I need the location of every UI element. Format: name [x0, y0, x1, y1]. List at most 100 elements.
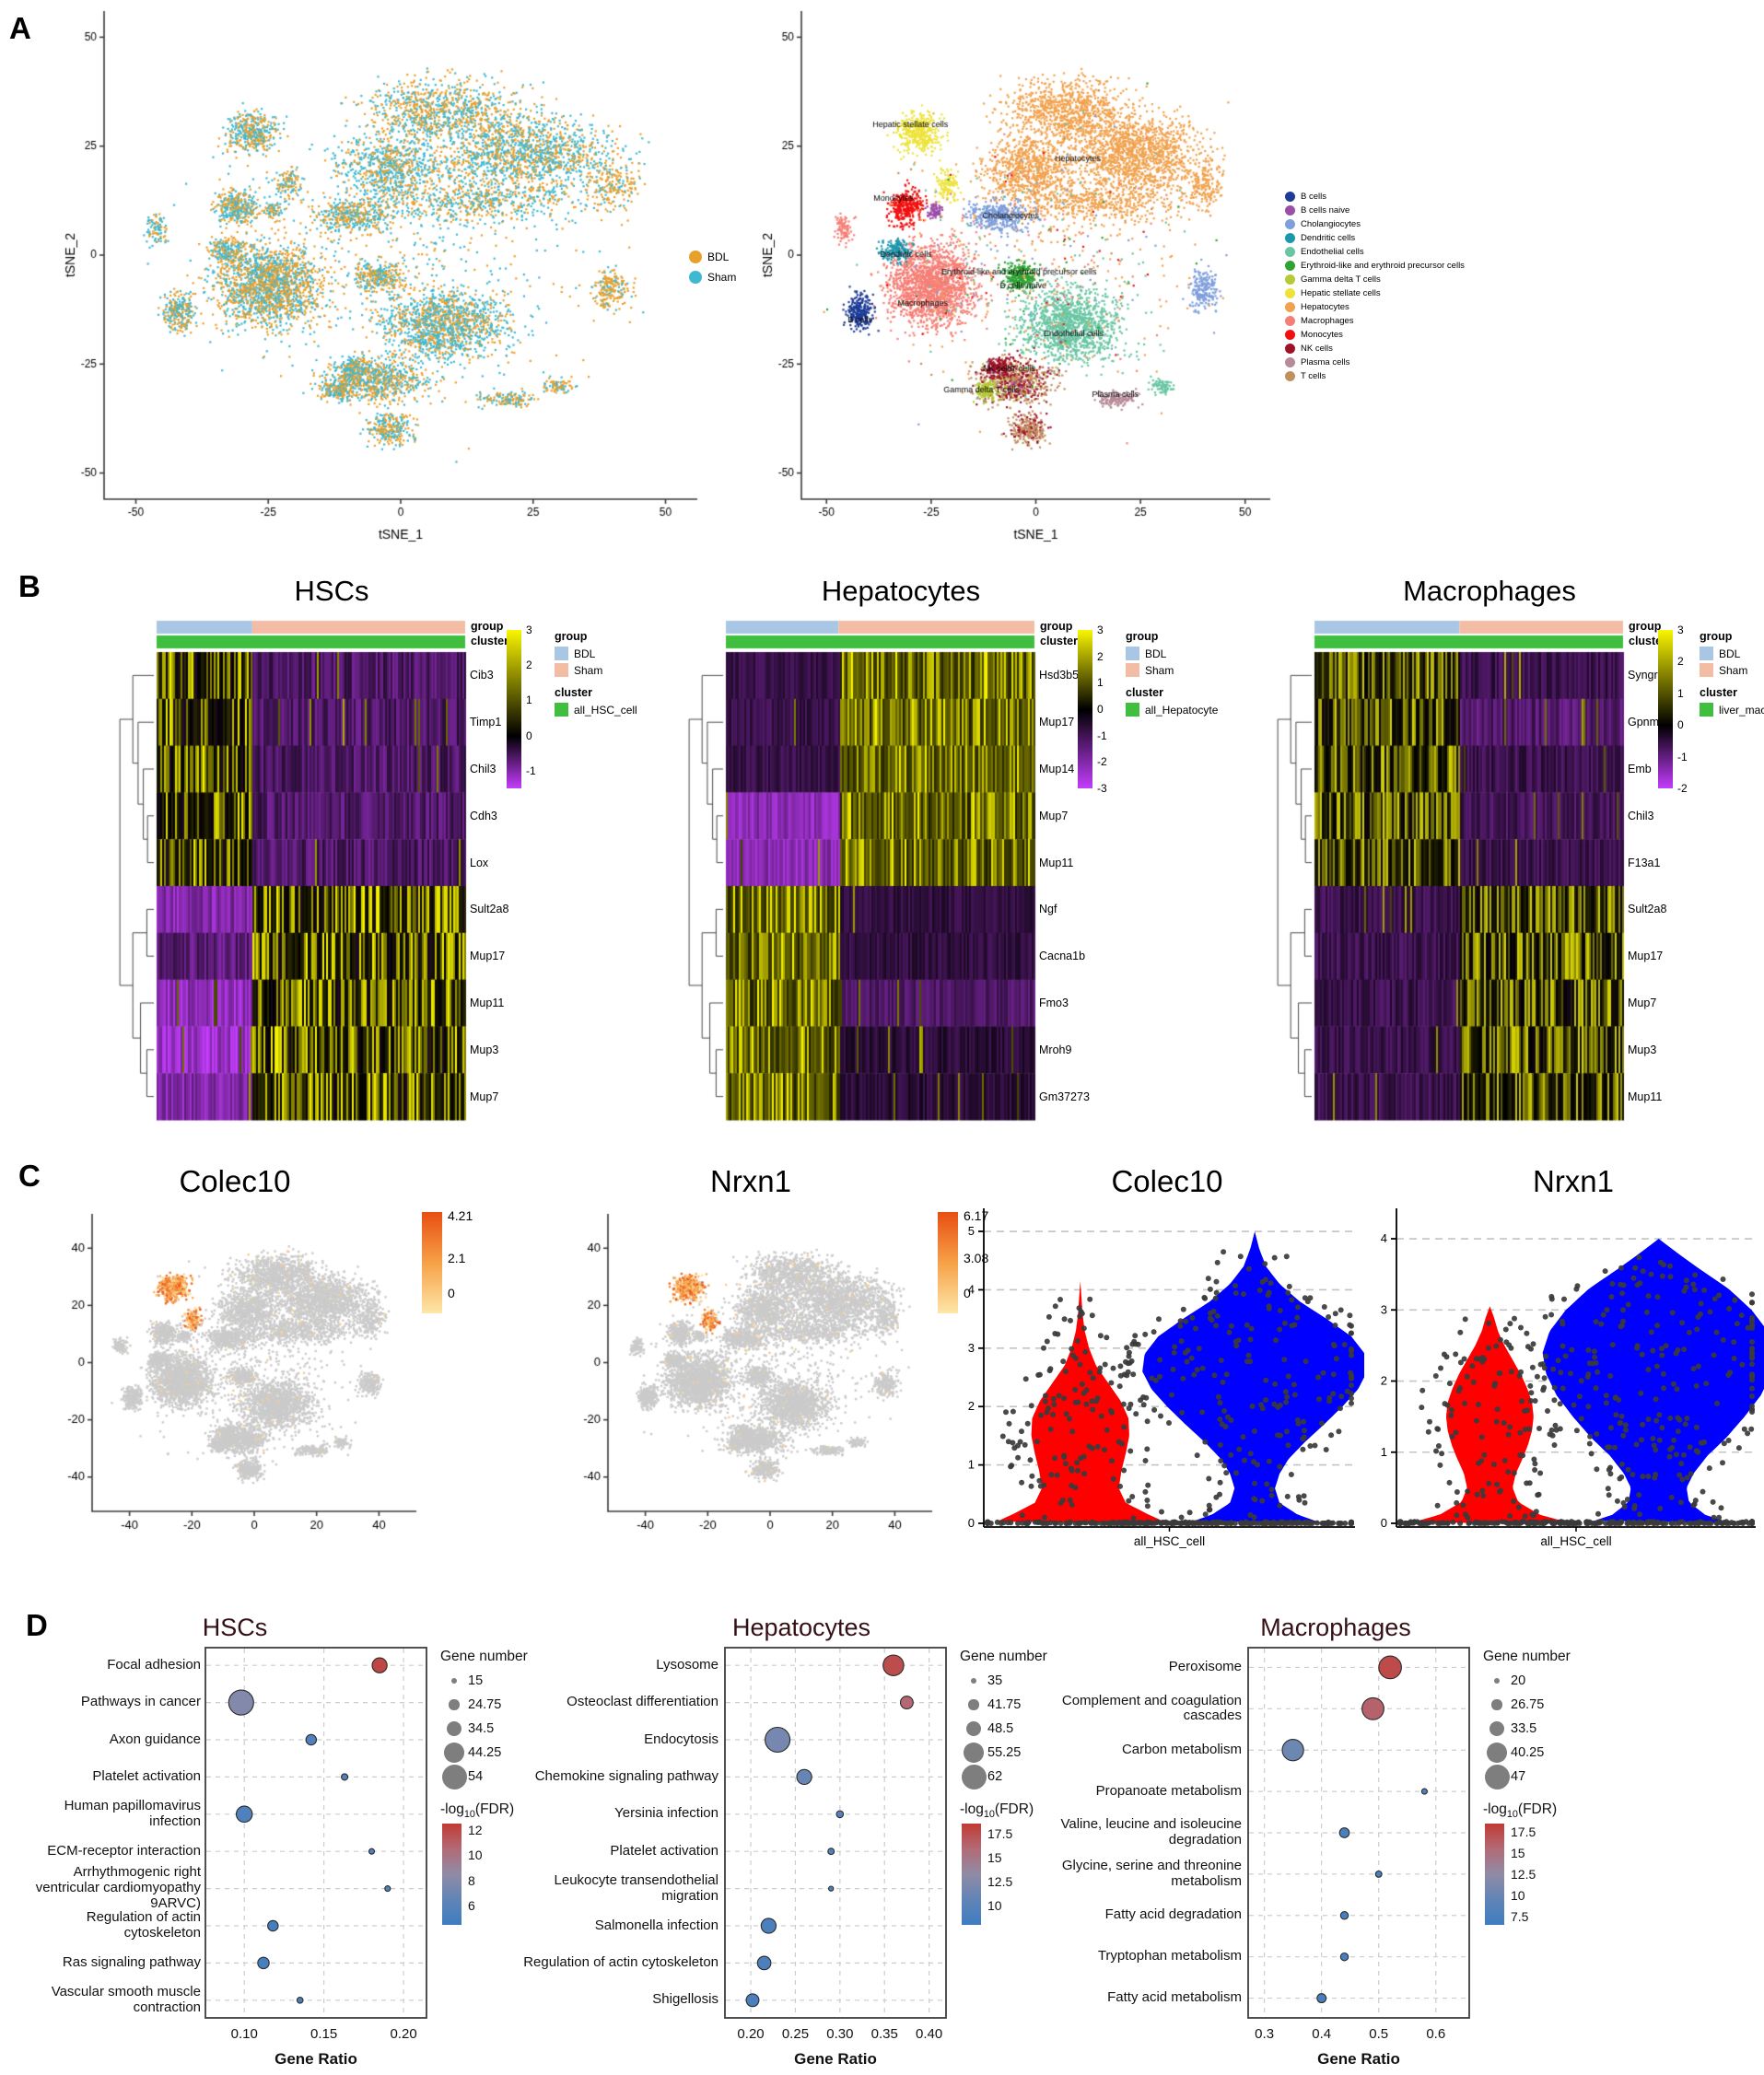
legend-dot-icon — [1484, 1764, 1510, 1789]
panel-c-label: C — [18, 1159, 41, 1193]
tsne-celltype-legend-item: Gamma delta T cells — [1285, 273, 1465, 286]
legend-value: 35 — [987, 1673, 1003, 1688]
fdr-colorbar-tick: 10 — [987, 1898, 1002, 1914]
fdr-colorbar: 12 10 8 6 — [440, 1823, 569, 1929]
legend-label: Erythroid-like and erythroid precursor c… — [1301, 261, 1465, 271]
fdr-colorbar-tick: 17.5 — [987, 1825, 1013, 1841]
feature-colorbar-tick: 0 — [964, 1286, 971, 1300]
legend-dot-icon — [1285, 274, 1295, 285]
dotplot-xtick: 0.5 — [1369, 2026, 1389, 2042]
dotplot-pathway-label: Vascular smooth muscle contraction — [51, 1983, 201, 2015]
dotplot-xtick: 0.3 — [1255, 2026, 1275, 2042]
featureplot-nrxn1-colorbar: 6.17 3.08 0 — [938, 1208, 1011, 1332]
featureplot-nrxn1-canvas — [564, 1203, 941, 1562]
heatmap-colorbar-tick: 3 — [526, 624, 532, 636]
heatmap-legend-item: Sham — [1700, 663, 1764, 677]
dotplot-pathway-label: Complement and coagulation cascades — [1061, 1692, 1242, 1724]
dotplot-point — [1339, 1911, 1349, 1920]
legend-label: Macrophages — [1301, 316, 1354, 326]
dotplot-pathway-label: Human papillomavirus infection — [64, 1797, 201, 1829]
fdr-colorbar-tick: 15 — [987, 1849, 1002, 1865]
featureplot-colec10-title: Colec10 — [179, 1164, 291, 1198]
legend-value: 40.25 — [1511, 1745, 1545, 1760]
dotplot-xtick: 0.25 — [781, 2026, 810, 2042]
dotplot-pathway-label: Chemokine signaling pathway — [534, 1767, 718, 1784]
dotplot-point — [1339, 1952, 1349, 1962]
heatmap-gene-labels: Hsd3b5 Mup17 Mup14 Mup7 Mup11 Ngf Cacna1b Fmo3 M… — [1039, 652, 1090, 1120]
heatmap-gene-label: Sult2a8 — [1628, 903, 1667, 916]
legend-dot-icon — [1285, 316, 1295, 326]
violin-svg: 0 1 2 3 4 all_HSC_cell — [1381, 1208, 1764, 1548]
legend-dot-icon — [1487, 1743, 1507, 1763]
legend-swatch-icon — [1126, 647, 1139, 660]
legend-dot-icon — [444, 1743, 464, 1763]
tsne-celltype-legend-item: Hepatic stellate cells — [1285, 286, 1465, 300]
legend-label: BDL — [707, 251, 730, 263]
dotplot-pathway-labels: Lysosome Osteoclast differentiation Endocy… — [507, 1647, 718, 2019]
legend-value: 47 — [1511, 1769, 1526, 1784]
dotplot-pathway-label: Yersinia infection — [614, 1805, 718, 1822]
heatmap-annotation-label: cluster — [471, 635, 508, 647]
dotplot-svg — [204, 1647, 427, 2019]
feature-colorbar-gradient — [938, 1212, 958, 1313]
dotplot-pathway-label: Lysosome — [656, 1656, 718, 1673]
dotplot-pathway-label: Osteoclast differentiation — [567, 1694, 718, 1710]
legend-swatch-icon — [1700, 703, 1713, 717]
heatmap-colorbar-tick: 1 — [526, 694, 532, 707]
dotplot-pathway-label: ECM-receptor interaction — [47, 1842, 201, 1859]
tsne-celltype-legend-item: Macrophages — [1285, 314, 1465, 328]
gene-number-legend-item: 55.25 — [960, 1741, 1089, 1765]
heatmap-gene-label: Fmo3 — [1039, 996, 1069, 1009]
legend-dot-cell — [960, 1764, 987, 1789]
legend-dot-cell — [960, 1678, 987, 1684]
dotplot-xtick: 0.10 — [230, 2026, 258, 2042]
dotplot-point — [760, 1918, 777, 1934]
tsne-celltype-legend-item: Plasma cells — [1285, 356, 1465, 369]
legend-dot-icon — [1285, 247, 1295, 257]
dotplot-point — [341, 1773, 349, 1781]
fdr-legend-title: -log10(FDR) — [960, 1801, 1034, 1821]
dotplot-point — [765, 1726, 791, 1754]
tsne-celltype-canvas — [748, 4, 1278, 556]
gene-number-legend-item: 54 — [440, 1764, 569, 1789]
dotplot-xtick: 0.40 — [916, 2026, 943, 2042]
legend-dot-icon — [1285, 330, 1295, 340]
legend-label: liver_macro — [1719, 703, 1764, 717]
heatmap-colorbar-tick: -3 — [1097, 782, 1107, 795]
heatmap-legend-cluster-title: cluster — [555, 686, 592, 699]
legend-dot-cell — [960, 1720, 987, 1737]
dotplot-pathway-labels: Focal adhesion Pathways in cancer Axon gui… — [17, 1647, 201, 2019]
tsne-celltype-legend-item: Monocytes — [1285, 328, 1465, 342]
dotplot-point — [1378, 1655, 1402, 1680]
dotplot-pathway-label: Ras signaling pathway — [62, 1953, 201, 1970]
dotplot-pathway-label: Valine, leucine and isoleucine degradati… — [1060, 1816, 1242, 1848]
dotplot-plot — [204, 1647, 427, 2023]
legend-label: all_Hepatocyte — [1145, 703, 1219, 717]
legend-value: 44.25 — [468, 1745, 502, 1760]
dotplot-legend: Gene number 35 41.75 48.5 55.25 62 -log10(FDR)… — [960, 1649, 1089, 1929]
dotplot-point — [384, 1885, 391, 1893]
legend-value: 34.5 — [468, 1721, 495, 1736]
heatmap-colorbar-tick: 0 — [1677, 718, 1684, 732]
heatmap-gene-label: Mup11 — [470, 996, 505, 1009]
tsne-group-legend-item: BDL — [689, 247, 736, 267]
fdr-colorbar-gradient — [442, 1824, 461, 1926]
gene-number-legend-title: Gene number — [440, 1649, 528, 1664]
legend-label: Sham — [574, 663, 603, 677]
legend-dot-icon — [1285, 371, 1295, 381]
dotplot-point — [827, 1848, 835, 1856]
heatmap-gene-label: Ngf — [1039, 903, 1057, 916]
gene-number-legend-item: 62 — [960, 1764, 1089, 1789]
svg-text:4: 4 — [968, 1282, 975, 1296]
tsne-celltype-legend: B cells B cells naive Cholangiocytes Dendri… — [1285, 190, 1465, 383]
legend-dot-icon — [1285, 344, 1295, 354]
heatmap-gene-label: Lox — [470, 856, 489, 869]
dotplot-macrophages-title: Macrophages — [1260, 1614, 1411, 1641]
heatmap-colorbar-tick: -1 — [526, 764, 536, 777]
heatmap-gene-label: Cacna1b — [1039, 950, 1086, 963]
dotplot-point — [828, 1885, 835, 1892]
dotplot-point — [796, 1768, 812, 1786]
heatmap-gene-label: Cib3 — [470, 669, 494, 682]
dotplot-pathway-label: Regulation of actin cytoskeleton — [86, 1909, 201, 1941]
